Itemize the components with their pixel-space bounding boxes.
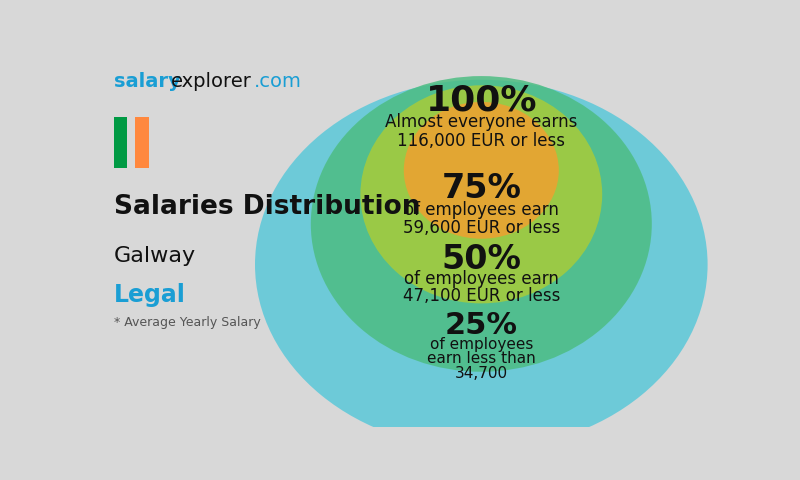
Ellipse shape: [310, 76, 652, 372]
Text: 47,100 EUR or less: 47,100 EUR or less: [402, 287, 560, 305]
Text: 25%: 25%: [445, 311, 518, 340]
Text: 75%: 75%: [442, 172, 522, 205]
Text: 34,700: 34,700: [454, 366, 508, 381]
Text: Galway: Galway: [114, 246, 196, 266]
Text: of employees earn: of employees earn: [404, 270, 558, 288]
Ellipse shape: [404, 102, 558, 239]
Ellipse shape: [255, 80, 708, 449]
Text: Almost everyone earns: Almost everyone earns: [385, 113, 578, 132]
Text: .com: .com: [254, 72, 302, 91]
Text: * Average Yearly Salary: * Average Yearly Salary: [114, 316, 260, 329]
Text: 100%: 100%: [426, 83, 537, 117]
Text: explorer: explorer: [171, 72, 252, 91]
Text: 50%: 50%: [442, 242, 522, 276]
Text: earn less than: earn less than: [427, 351, 536, 366]
Bar: [127, 117, 135, 168]
Bar: [135, 117, 149, 168]
Text: Legal: Legal: [114, 283, 186, 307]
Text: of employees earn: of employees earn: [404, 201, 558, 219]
Ellipse shape: [360, 85, 602, 303]
Text: 59,600 EUR or less: 59,600 EUR or less: [402, 218, 560, 237]
Text: of employees: of employees: [430, 336, 533, 351]
Text: 116,000 EUR or less: 116,000 EUR or less: [398, 132, 566, 150]
Text: salary: salary: [114, 72, 180, 91]
Text: Salaries Distribution: Salaries Distribution: [114, 194, 420, 220]
Bar: [114, 117, 127, 168]
